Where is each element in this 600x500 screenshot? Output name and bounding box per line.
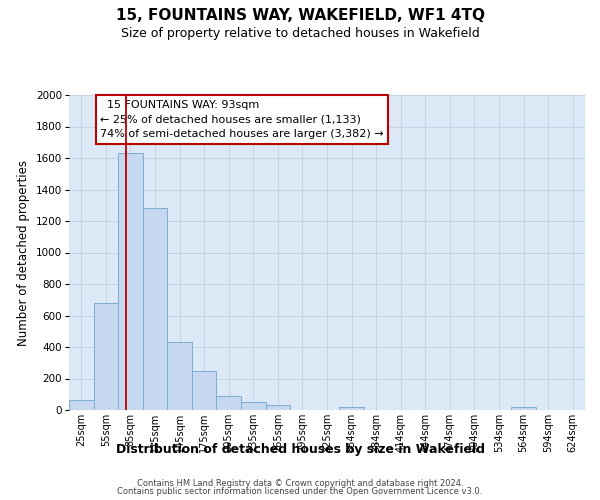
Text: Distribution of detached houses by size in Wakefield: Distribution of detached houses by size … <box>115 442 485 456</box>
Y-axis label: Number of detached properties: Number of detached properties <box>17 160 30 346</box>
Bar <box>69 400 94 410</box>
Bar <box>339 407 364 410</box>
Bar <box>167 342 192 410</box>
Text: Size of property relative to detached houses in Wakefield: Size of property relative to detached ho… <box>121 28 479 40</box>
Bar <box>266 406 290 410</box>
Bar <box>217 396 241 410</box>
Text: Contains HM Land Registry data © Crown copyright and database right 2024.: Contains HM Land Registry data © Crown c… <box>137 478 463 488</box>
Bar <box>94 303 118 410</box>
Bar <box>118 154 143 410</box>
Text: 15, FOUNTAINS WAY, WAKEFIELD, WF1 4TQ: 15, FOUNTAINS WAY, WAKEFIELD, WF1 4TQ <box>115 8 485 22</box>
Text: 15 FOUNTAINS WAY: 93sqm
← 25% of detached houses are smaller (1,133)
74% of semi: 15 FOUNTAINS WAY: 93sqm ← 25% of detache… <box>100 100 383 140</box>
Bar <box>143 208 167 410</box>
Text: Contains public sector information licensed under the Open Government Licence v3: Contains public sector information licen… <box>118 487 482 496</box>
Bar <box>241 402 266 410</box>
Bar <box>511 407 536 410</box>
Bar <box>192 370 217 410</box>
